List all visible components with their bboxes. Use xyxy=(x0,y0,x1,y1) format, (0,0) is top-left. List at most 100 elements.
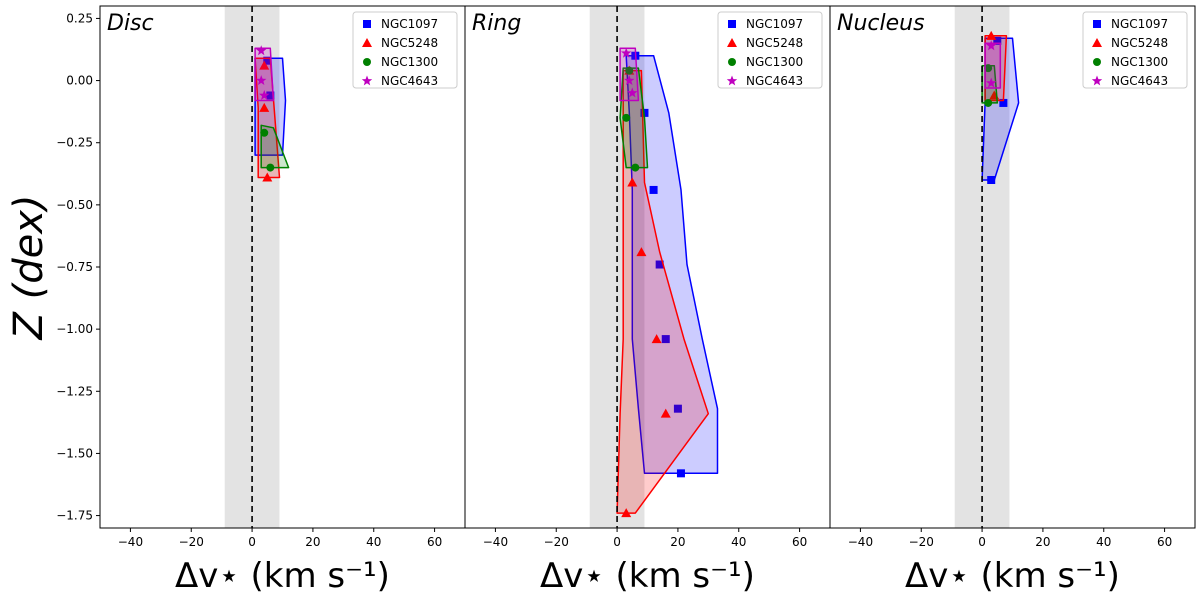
data-point xyxy=(986,30,997,40)
legend: NGC1097 NGC5248 NGC1300 NGC4643 xyxy=(352,11,458,89)
data-point xyxy=(627,177,638,187)
series-band xyxy=(619,67,649,169)
legend-marker xyxy=(1093,20,1101,28)
data-point xyxy=(636,247,647,257)
x-tick-label: 40 xyxy=(731,535,746,549)
y-tick-label: 0.25 xyxy=(66,11,93,25)
data-point xyxy=(660,408,671,418)
legend-label: NGC5248 xyxy=(746,36,803,50)
y-axis-label: Z (dex) xyxy=(6,195,52,341)
data-point xyxy=(627,87,638,98)
data-point xyxy=(987,176,996,184)
data-point xyxy=(621,508,632,518)
data-point xyxy=(673,404,682,413)
data-point xyxy=(624,75,635,85)
series-band xyxy=(625,54,719,475)
data-point xyxy=(984,64,993,73)
legend-marker xyxy=(361,75,373,86)
x-axis-label: Δv⋆ (km s⁻¹) xyxy=(175,556,390,593)
x-tick-label: −40 xyxy=(848,535,873,549)
data-point xyxy=(256,75,267,85)
panel-title: Disc xyxy=(107,11,154,36)
y-tick-label: −1.00 xyxy=(56,322,93,336)
legend-label: NGC1300 xyxy=(746,55,803,69)
x-axis-label: Δv⋆ (km s⁻¹) xyxy=(540,556,755,593)
data-point xyxy=(263,56,272,65)
data-point xyxy=(986,77,997,88)
series-ngc4643 xyxy=(619,47,640,102)
axes-frame xyxy=(829,5,1196,529)
data-point xyxy=(655,260,664,269)
y-tick-label: −0.75 xyxy=(56,260,93,274)
series-ngc1300 xyxy=(260,124,290,172)
data-point xyxy=(266,91,275,100)
series-band xyxy=(254,47,275,102)
x-tick-label: 60 xyxy=(1157,535,1172,549)
data-point xyxy=(256,45,267,56)
x-tick-label: 40 xyxy=(366,535,381,549)
data-point xyxy=(651,334,662,344)
series-band xyxy=(984,42,1002,89)
legend: NGC1097 NGC5248 NGC1300 NGC4643 xyxy=(717,11,823,89)
series-band xyxy=(616,69,710,514)
panel-title: Ring xyxy=(472,11,521,36)
data-point xyxy=(621,47,632,58)
legend-box xyxy=(352,11,458,89)
x-tick-label: −20 xyxy=(179,535,204,549)
y-tick-label: −1.50 xyxy=(56,446,93,460)
series-ngc5248 xyxy=(616,65,710,518)
y-tick-label: −1.25 xyxy=(56,384,93,398)
panel-title: Nucleus xyxy=(837,11,925,36)
x-tick-label: 0 xyxy=(978,535,986,549)
legend-marker xyxy=(727,38,737,47)
x-tick-label: 40 xyxy=(1096,535,1111,549)
data-point xyxy=(661,335,670,344)
legend-label: NGC5248 xyxy=(381,36,438,50)
x-tick-label: 60 xyxy=(427,535,442,549)
data-point xyxy=(259,60,270,70)
x-tick-label: 0 xyxy=(613,535,621,549)
data-point xyxy=(259,102,270,112)
legend-marker xyxy=(726,75,738,86)
x-tick-label: 20 xyxy=(305,535,320,549)
legend-label: NGC1300 xyxy=(1111,55,1168,69)
x-tick-label: 20 xyxy=(1035,535,1050,549)
data-point xyxy=(622,113,631,122)
data-point xyxy=(999,98,1008,107)
data-point xyxy=(986,40,997,51)
legend-marker xyxy=(362,38,372,47)
x-tick-label: 60 xyxy=(792,535,807,549)
series-ngc4643 xyxy=(254,45,275,102)
data-point xyxy=(631,163,640,172)
legend-marker xyxy=(1091,75,1103,86)
legend-marker xyxy=(1093,58,1101,66)
x-axis-label: Δv⋆ (km s⁻¹) xyxy=(905,556,1120,593)
series-band xyxy=(619,47,640,102)
data-point xyxy=(984,98,993,107)
data-point xyxy=(259,90,270,100)
legend-label: NGC5248 xyxy=(1111,36,1168,50)
legend-marker xyxy=(728,20,736,28)
y-tick-label: 0.00 xyxy=(66,74,93,88)
data-point xyxy=(266,163,275,172)
data-point xyxy=(676,469,685,478)
y-tick-label: −0.25 xyxy=(56,136,93,150)
data-point xyxy=(260,128,269,137)
legend-label: NGC4643 xyxy=(381,74,438,88)
series-band xyxy=(260,124,290,169)
data-point xyxy=(262,172,273,182)
legend-label: NGC1300 xyxy=(381,55,438,69)
y-tick-label: −0.50 xyxy=(56,198,93,212)
data-point xyxy=(649,185,658,194)
x-tick-label: −40 xyxy=(118,535,143,549)
legend: NGC1097 NGC5248 NGC1300 NGC4643 xyxy=(1082,11,1188,89)
legend-label: NGC1097 xyxy=(381,17,438,31)
legend-marker xyxy=(1092,38,1102,47)
legend-marker xyxy=(363,20,371,28)
series-ngc1300 xyxy=(619,66,649,172)
data-point xyxy=(993,36,1002,45)
legend-label: NGC1097 xyxy=(1111,17,1168,31)
panel-ring: −40 −20 0 20 40 60 Δv⋆ (km s⁻¹) Ring NGC1097 NGC5… xyxy=(464,5,831,593)
